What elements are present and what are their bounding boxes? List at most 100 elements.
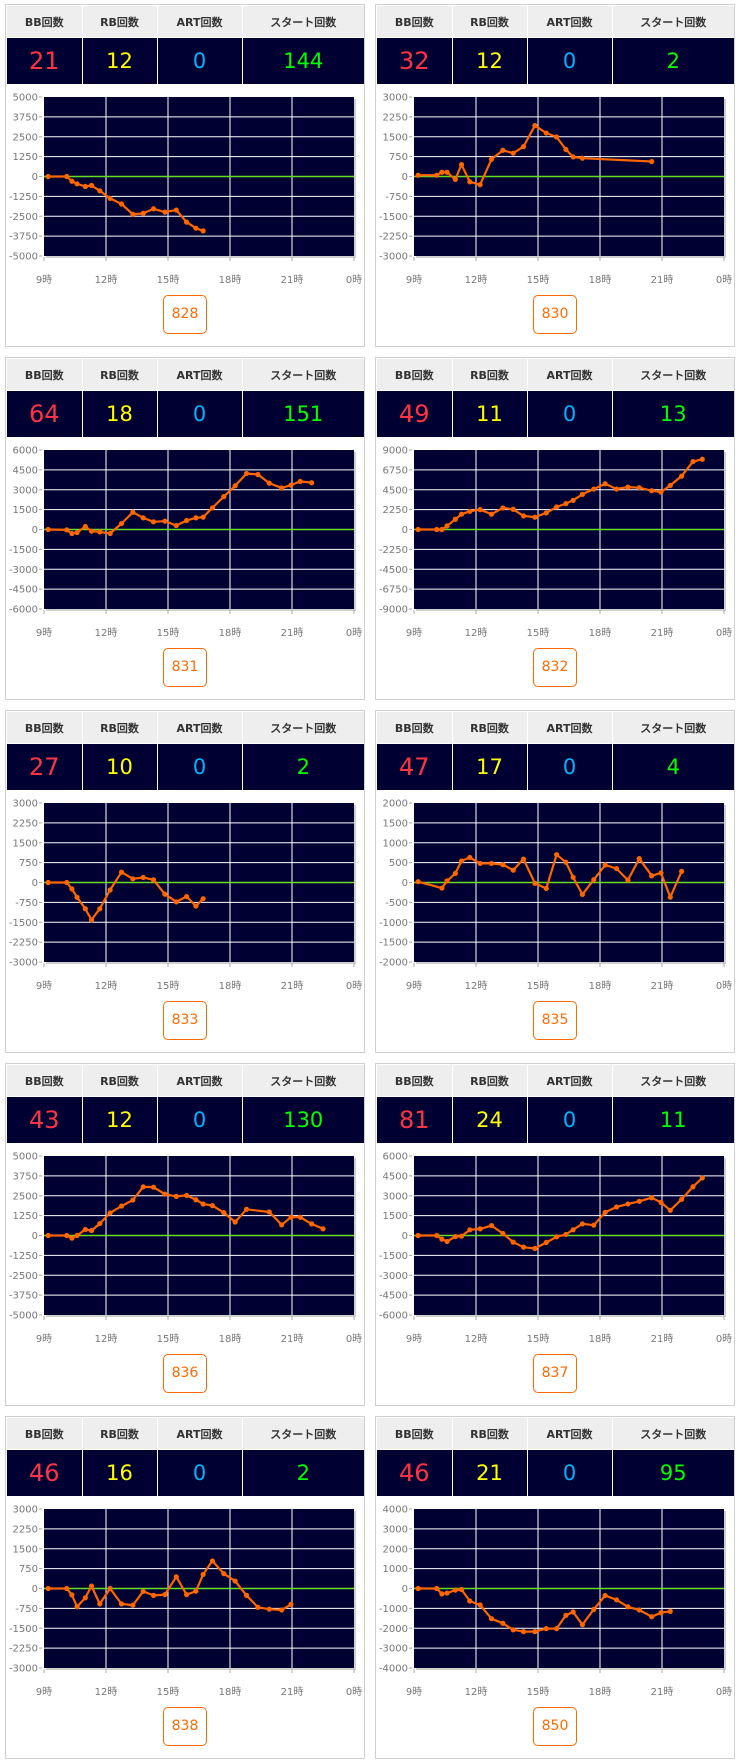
machine-number-button[interactable]: 837	[533, 1354, 577, 1393]
rb-header: RB回数	[82, 6, 158, 38]
rb-header: RB回数	[452, 1418, 528, 1450]
data-point	[458, 161, 465, 168]
machine-number-button[interactable]: 850	[533, 1707, 577, 1746]
start-header: スタート回数	[242, 359, 364, 391]
data-point	[309, 480, 315, 486]
y-tick-label: -1250	[9, 1251, 38, 1262]
x-tick-label: 18時	[589, 627, 612, 639]
slump-chart: 2000 1500 1000 500 0 -500 -1000 -1500 -2000 9時 12時…	[379, 799, 732, 993]
rb-header: RB回数	[82, 1065, 158, 1097]
data-point	[488, 860, 495, 867]
data-point	[500, 862, 506, 868]
data-point	[602, 1592, 608, 1599]
data-point	[532, 880, 538, 886]
start-header: スタート回数	[612, 712, 734, 744]
data-point	[452, 870, 458, 876]
start-count: 130	[242, 1096, 364, 1143]
data-point	[415, 172, 421, 178]
bb-header: BB回数	[377, 1418, 453, 1450]
x-tick-label: 15時	[527, 1333, 550, 1345]
data-point	[45, 1585, 51, 1592]
data-point	[613, 865, 620, 872]
art-count: 0	[527, 743, 613, 790]
bb-header: BB回数	[7, 6, 83, 38]
data-point	[130, 1602, 136, 1608]
start-header: スタート回数	[612, 359, 734, 391]
x-tick-label: 0時	[346, 1333, 362, 1345]
data-point	[221, 1571, 227, 1577]
machine-number-button[interactable]: 832	[533, 648, 577, 687]
rb-count: 24	[452, 1096, 528, 1143]
data-point	[243, 1592, 250, 1598]
y-tick-label: -3750	[9, 1291, 38, 1302]
data-point	[266, 480, 272, 486]
y-tick-label: -1500	[9, 918, 38, 929]
data-point	[184, 219, 190, 225]
x-tick-label: 15時	[157, 980, 180, 992]
data-point	[173, 1574, 179, 1580]
data-point	[625, 1604, 631, 1610]
y-tick-label: -2500	[9, 212, 38, 223]
data-point	[64, 527, 70, 533]
x-tick-label: 9時	[36, 1333, 52, 1345]
data-point	[488, 156, 495, 162]
data-point	[193, 225, 199, 231]
data-point	[613, 1597, 620, 1603]
bb-count: 47	[377, 743, 453, 790]
data-point	[658, 870, 664, 876]
data-point	[232, 483, 238, 489]
data-point	[613, 486, 620, 492]
data-point	[543, 1626, 549, 1632]
x-tick-label: 0時	[716, 980, 732, 992]
machine-number-button[interactable]: 833	[163, 1001, 207, 1040]
data-point	[667, 482, 673, 489]
data-point	[444, 878, 450, 884]
stats-header-row: BB回数 RB回数 ART回数 スタート回数	[377, 6, 734, 38]
machine-number-button[interactable]: 836	[163, 1354, 207, 1393]
start-count: 13	[612, 390, 734, 437]
data-point	[591, 486, 597, 492]
y-tick-label: -6000	[9, 605, 38, 616]
data-point	[477, 507, 483, 513]
bb-count: 43	[7, 1096, 83, 1143]
y-tick-label: -5000	[9, 1311, 38, 1322]
art-header: ART回数	[157, 712, 243, 744]
machine-number-button[interactable]: 838	[163, 1707, 207, 1746]
slump-chart: 9000 6750 4500 2250 0 -2250 -4500 -6750 -9000 9時 1…	[379, 446, 732, 640]
data-point	[579, 1622, 586, 1628]
data-point	[510, 1627, 516, 1633]
start-count: 95	[612, 1449, 734, 1496]
y-tick-label: 2250	[13, 818, 38, 829]
y-tick-label: -3750	[9, 232, 38, 243]
x-tick-label: 15時	[157, 274, 180, 286]
data-point	[563, 859, 569, 865]
data-point	[140, 515, 146, 521]
data-point	[554, 134, 560, 140]
data-point	[74, 894, 80, 900]
y-tick-label: -2000	[379, 1624, 408, 1635]
data-point	[439, 526, 445, 533]
data-point	[439, 169, 445, 175]
data-point	[193, 1197, 199, 1203]
rb-count: 12	[452, 37, 528, 84]
machine-number-button[interactable]: 830	[533, 295, 577, 334]
machine-number-button[interactable]: 828	[163, 295, 207, 334]
data-point	[591, 1222, 597, 1228]
data-point	[130, 1197, 136, 1203]
machine-panel: BB回数 RB回数 ART回数 スタート回数 46 16 0 2 838 3000…	[5, 1416, 365, 1759]
data-point	[415, 526, 421, 533]
data-point	[279, 485, 285, 491]
data-point	[97, 188, 103, 194]
bb-count: 27	[7, 743, 83, 790]
data-point	[193, 1588, 199, 1594]
stats-header-row: BB回数 RB回数 ART回数 スタート回数	[7, 712, 364, 744]
data-point	[554, 504, 560, 510]
y-tick-label: 1500	[13, 1544, 38, 1555]
machine-number-button[interactable]: 831	[163, 648, 207, 687]
machine-panel: BB回数 RB回数 ART回数 スタート回数 64 18 0 151 831 60…	[5, 357, 365, 700]
machine-number-button[interactable]: 835	[533, 1001, 577, 1040]
stats-table: BB回数 RB回数 ART回数 スタート回数 21 12 0 144	[7, 6, 364, 84]
stats-table: BB回数 RB回数 ART回数 スタート回数 49 11 0 13	[377, 359, 734, 437]
data-point	[118, 520, 125, 527]
bb-header: BB回数	[377, 1065, 453, 1097]
